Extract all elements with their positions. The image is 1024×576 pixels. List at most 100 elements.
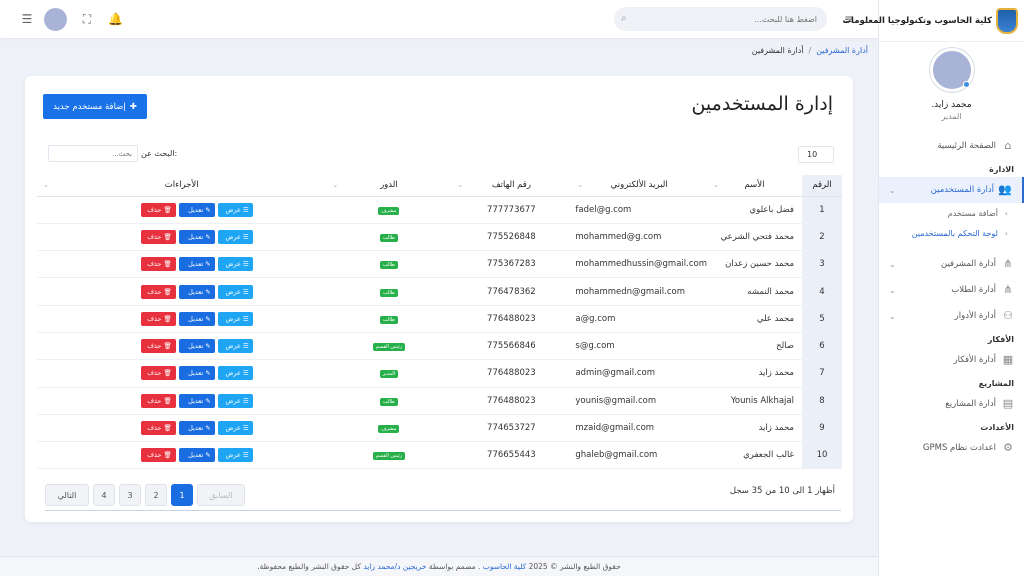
delete-button[interactable]: 🗑 حذف [140, 284, 176, 299]
pagination-next[interactable]: التالي [45, 484, 89, 506]
users-table: الرقم الأسم ⌄ البريد الألكتروني ⌄ رقم الها… [37, 175, 842, 470]
cell-phone: 775367283 [451, 250, 572, 279]
view-label: عرض [225, 424, 241, 433]
list-icon: ☰ [242, 314, 249, 323]
view-button[interactable]: ☰ عرض [217, 229, 253, 244]
col-role[interactable]: الدور ⌄ [326, 175, 452, 197]
col-phone[interactable]: رقم الهاتف ⌄ [451, 175, 572, 197]
edit-button[interactable]: ✎ تعديل [178, 311, 215, 326]
sidebar-item-students[interactable]: ⋔ أدارة الطلاب ⌄ [879, 277, 1024, 303]
edit-button[interactable]: ✎ تعديل [178, 229, 215, 244]
edit-icon: ✎ [205, 287, 211, 296]
view-button[interactable]: ☰ عرض [217, 284, 253, 299]
sidebar-item-home[interactable]: ⌂ الصفحة الرئيسية [879, 133, 1024, 159]
cell-email: mohammed@g.com [571, 223, 707, 252]
delete-button[interactable]: 🗑 حذف [140, 257, 176, 272]
view-button[interactable]: ☰ عرض [217, 202, 253, 217]
pagination-prev[interactable]: السابق [197, 484, 245, 506]
edit-button[interactable]: ✎ تعديل [178, 448, 215, 463]
cell-email: mohammedhussin@gmail.com [571, 250, 707, 279]
view-button[interactable]: ☰ عرض [217, 339, 253, 354]
edit-button[interactable]: ✎ تعديل [178, 421, 215, 436]
view-button[interactable]: ☰ عرض [217, 393, 253, 408]
delete-label: حذف [147, 287, 162, 296]
col-actions[interactable]: الأجراءات ⌄ [37, 175, 327, 197]
breadcrumb-parent[interactable]: أدارة المشرفين [816, 46, 868, 55]
sidebar-item-users[interactable]: 👥 أدارة المستخدمين ⌄ [879, 177, 1024, 203]
view-label: عرض [225, 342, 241, 351]
delete-button[interactable]: 🗑 حذف [140, 202, 176, 217]
delete-label: حذف [147, 205, 162, 214]
cell-role: مشرف [326, 414, 452, 443]
pagination-page-3[interactable]: 3 [119, 484, 141, 506]
breadcrumb-separator: / [808, 46, 812, 55]
search-input[interactable] [614, 7, 827, 31]
cell-actions: ☰ عرض ✎ تعديل 🗑 حذف [37, 305, 327, 333]
delete-button[interactable]: 🗑 حذف [140, 311, 176, 326]
edit-button[interactable]: ✎ تعديل [178, 339, 215, 354]
view-button[interactable]: ☰ عرض [217, 257, 253, 272]
table-search-input[interactable] [48, 145, 138, 162]
view-button[interactable]: ☰ عرض [217, 448, 253, 463]
sidebar-item-roles[interactable]: ⚇ أدارة الأدوار ⌄ [879, 303, 1024, 329]
table-bottom-divider [45, 510, 841, 511]
chevron-down-icon: ⌄ [889, 259, 896, 269]
edit-button[interactable]: ✎ تعديل [178, 284, 215, 299]
cell-phone: 774653727 [451, 414, 572, 443]
sort-icon: ⌄ [713, 181, 719, 189]
sidebar-item-ideas[interactable]: ▦ أدارة الأفكار [879, 347, 1024, 373]
list-icon: ☰ [242, 260, 249, 269]
cell-phone: 775526848 [451, 223, 572, 252]
pagination-page-1[interactable]: 1 [171, 484, 193, 506]
delete-button[interactable]: 🗑 حذف [140, 366, 176, 381]
edit-label: تعديل [188, 232, 204, 241]
col-name-label: الأسم [744, 180, 765, 191]
view-button[interactable]: ☰ عرض [217, 311, 253, 326]
cell-name: محمد زايد [707, 414, 802, 443]
page-length-select[interactable]: 10 [798, 146, 834, 163]
sidebar-item-settings[interactable]: ⚙ اعدادت نظام GPMS [879, 435, 1024, 461]
edit-button[interactable]: ✎ تعديل [178, 393, 215, 408]
fullscreen-icon[interactable]: ⛶ [82, 12, 92, 26]
edit-label: تعديل [188, 424, 204, 433]
profile-avatar[interactable] [929, 48, 974, 92]
delete-button[interactable]: 🗑 حذف [140, 448, 176, 463]
pagination-page-2[interactable]: 2 [145, 484, 167, 506]
delete-button[interactable]: 🗑 حذف [140, 393, 176, 408]
delete-button[interactable]: 🗑 حذف [140, 229, 176, 244]
hamburger-menu-icon[interactable]: ☰ [21, 12, 33, 26]
col-name[interactable]: الأسم ⌄ [707, 175, 802, 197]
delete-button[interactable]: 🗑 حذف [140, 421, 176, 436]
edit-button[interactable]: ✎ تعديل [178, 202, 215, 217]
sidebar-item-projects[interactable]: ▤ أدارة المشاريع [879, 391, 1024, 417]
sidebar-item-supervisors[interactable]: ⋔ أدارة المشرفين ⌄ [879, 251, 1024, 277]
col-email[interactable]: البريد الألكتروني ⌄ [571, 175, 707, 197]
user-avatar[interactable] [44, 8, 67, 31]
view-button[interactable]: ☰ عرض [217, 421, 253, 436]
delete-button[interactable]: 🗑 حذف [140, 339, 176, 354]
table-search-label: البحث عن: [141, 149, 178, 158]
college-logo-icon [996, 7, 1018, 34]
sidebar-sub-add-user[interactable]: أضافة مستخدم [879, 203, 1024, 223]
list-icon: ☰ [242, 424, 249, 433]
cell-phone: 776488023 [451, 305, 572, 333]
bell-icon[interactable]: 🔔 [108, 12, 123, 26]
col-num[interactable]: الرقم [802, 175, 842, 197]
edit-label: تعديل [188, 260, 204, 269]
sidebar-item-label: الصفحة الرئيسية [937, 141, 996, 151]
footer-designer-link[interactable]: خريجين د/محمد زايد [363, 562, 427, 571]
view-button[interactable]: ☰ عرض [217, 366, 253, 381]
cell-phone: 776478362 [451, 277, 572, 306]
cell-email: younis@gmail.com [571, 387, 707, 415]
add-user-button[interactable]: ✚ إضافة مستخدم جديد [43, 94, 147, 119]
cell-num: 4 [802, 277, 842, 306]
pagination-page-4[interactable]: 4 [93, 484, 115, 506]
edit-button[interactable]: ✎ تعديل [178, 257, 215, 272]
profile: محمد زايد. المدير [879, 42, 1024, 121]
edit-icon: ✎ [205, 260, 211, 269]
sidebar-toggle-icon[interactable]: ≡ [843, 12, 855, 26]
edit-label: تعديل [188, 205, 204, 214]
sidebar-sub-users-panel[interactable]: لوحة التحكم بالمستخدمين [879, 223, 1024, 243]
footer-college-link[interactable]: كلية الحاسوب [482, 562, 527, 571]
edit-button[interactable]: ✎ تعديل [178, 366, 215, 381]
